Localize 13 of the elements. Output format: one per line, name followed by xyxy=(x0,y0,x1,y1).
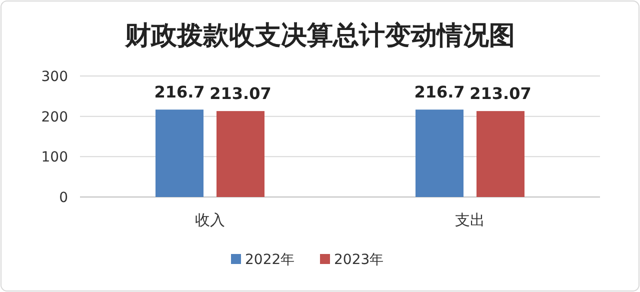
y-tick-label: 200 xyxy=(41,109,68,126)
data-label: 213.07 xyxy=(210,84,272,104)
y-tick-label: 300 xyxy=(41,69,68,85)
data-label: 216.7 xyxy=(414,82,465,102)
chart-title: 财政拨款收支决算总计变动情况图 xyxy=(124,21,515,50)
data-label: 216.7 xyxy=(154,82,205,102)
x-tick-label: 收入 xyxy=(195,211,225,229)
y-tick-label: 100 xyxy=(41,150,68,166)
data-label: 213.07 xyxy=(470,84,532,104)
legend-label: 2022年 xyxy=(245,252,295,268)
y-tick-label: 0 xyxy=(59,190,68,206)
x-tick-label: 支出 xyxy=(455,211,485,229)
legend-label: 2023年 xyxy=(334,252,384,268)
